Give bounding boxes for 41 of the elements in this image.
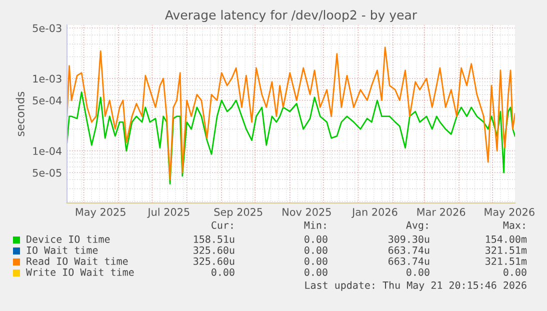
y-tick-label: 5e-04 (32, 96, 62, 104)
line-series (67, 91, 515, 185)
text: 325.60u (194, 246, 234, 254)
y-axis-title: seconds (16, 92, 24, 136)
x-tick-label: May 2025 (76, 208, 126, 218)
legend-label: Device IO time (26, 235, 110, 243)
text: 321.51m (486, 257, 527, 265)
text: 0.00 (304, 257, 328, 265)
text: 158.51u (194, 235, 234, 243)
text: 0.00 (304, 235, 328, 243)
y-tick-label: 1e-03 (33, 74, 62, 83)
text: 309.30u (388, 235, 430, 243)
legend-label: Read IO Wait time (26, 257, 128, 265)
text: Min: (304, 221, 326, 229)
text: 0.00 (304, 268, 328, 276)
text: 321.51m (486, 246, 527, 254)
text: Last update: Thu May 21 20:15:46 2026 (305, 281, 526, 291)
text: 325.60u (194, 257, 234, 265)
x-tick-label: Jan 2026 (352, 208, 398, 218)
legend-label: Write IO Wait time (26, 268, 134, 276)
chart-title: Average latency for /dev/loop2 - by year (165, 10, 418, 22)
x-tick-label: Sep 2025 (214, 208, 262, 218)
text: 663.74u (388, 257, 430, 265)
text: 0.00 (406, 268, 430, 276)
line-series (67, 46, 515, 180)
y-tick-label: 5e-05 (32, 168, 62, 177)
y-tick-label: 5e-03 (32, 24, 62, 32)
text: Max: (503, 221, 525, 229)
legend-label: IO Wait time (26, 246, 98, 254)
text: 0.00 (304, 246, 328, 254)
x-tick-label: May 2026 (484, 208, 534, 218)
text: 663.74u (388, 246, 430, 254)
text: 0.00 (212, 268, 234, 276)
x-tick-label: Jul 2025 (147, 208, 190, 218)
x-tick-label: Mar 2026 (417, 208, 466, 216)
text: 154.00m (486, 235, 527, 243)
text: Avg: (406, 221, 428, 231)
y-tick-label: 1e-04 (33, 147, 62, 155)
text: Cur: (212, 221, 233, 229)
x-tick-label: Nov 2025 (282, 208, 331, 216)
text: 0.00 (504, 268, 526, 276)
